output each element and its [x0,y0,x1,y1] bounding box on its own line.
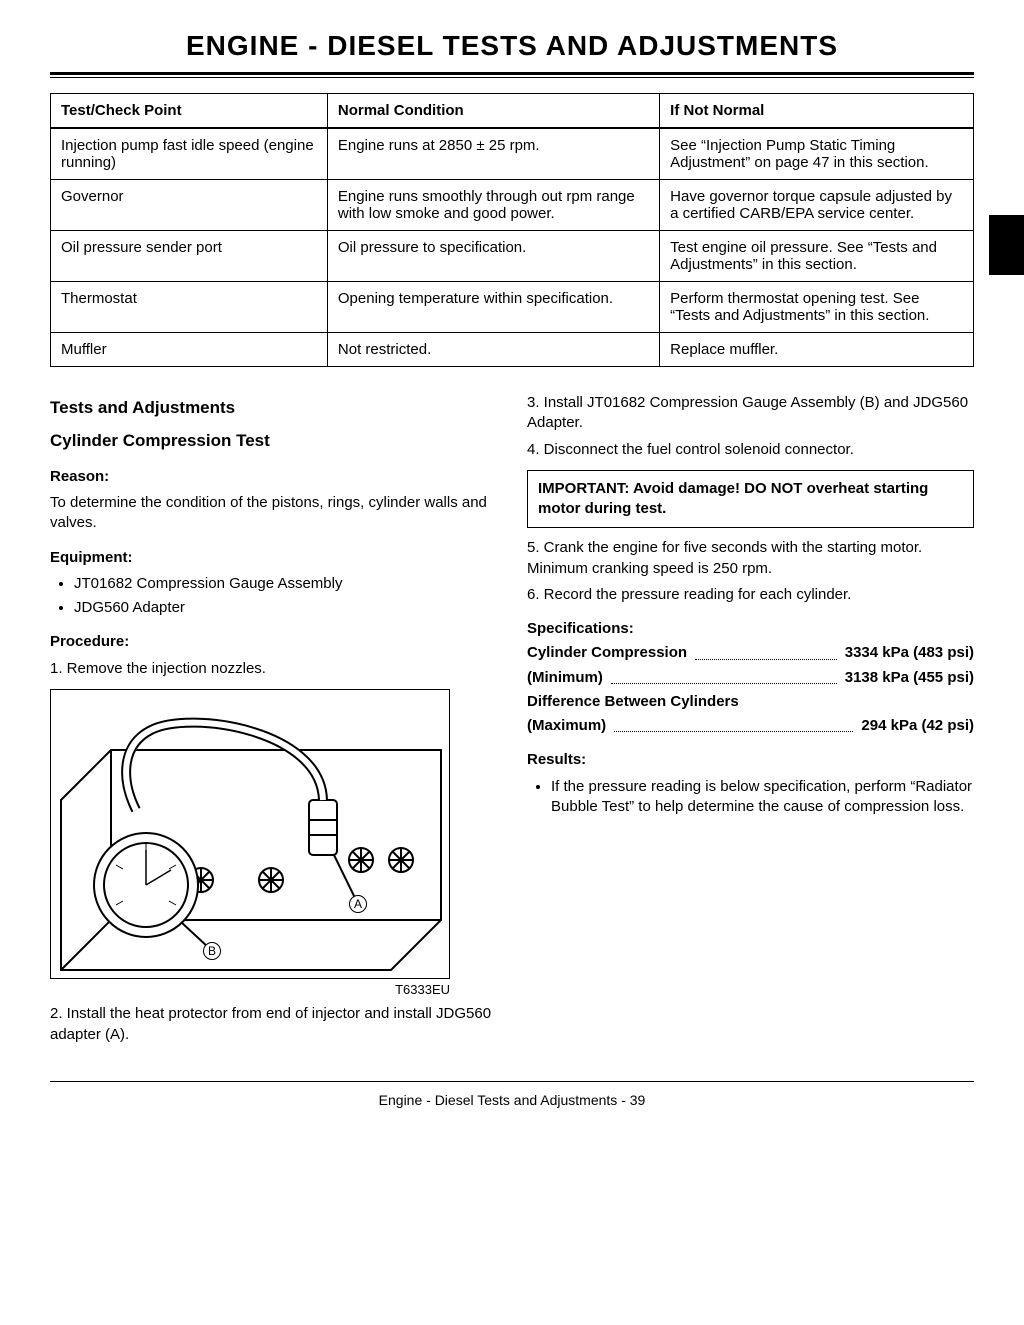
sub-heading: Specifications: [527,619,974,639]
step: 2. Install the heat protector from end o… [50,1004,497,1045]
equipment-list: JT01682 Compression Gauge Assembly JDG56… [50,574,497,619]
footer: Engine - Diesel Tests and Adjustments - … [50,1081,974,1108]
table-row: Thermostat Opening temperature within sp… [51,282,974,333]
figure-callout-a: A [349,895,367,913]
sub-heading: Results: [527,750,974,770]
leader-dots [614,712,853,732]
header-rule [50,72,974,78]
important-note: IMPORTANT: Avoid damage! DO NOT overheat… [527,470,974,529]
spec-line: Cylinder Compression 3334 kPa (483 psi) [527,643,974,663]
cell: Thermostat [51,282,328,333]
page-title: ENGINE - DIESEL TESTS AND ADJUSTMENTS [50,30,974,72]
left-column: Tests and Adjustments Cylinder Compressi… [50,387,497,1051]
list-item: JDG560 Adapter [74,598,497,618]
cell: Perform thermostat opening test. See “Te… [660,282,974,333]
step: 6. Record the pressure reading for each … [527,585,974,605]
spec-value: 294 kPa (42 psi) [861,716,974,736]
cell: Replace muffler. [660,333,974,367]
check-table: Test/Check Point Normal Condition If Not… [50,93,974,367]
step: 5. Crank the engine for five seconds wit… [527,538,974,579]
spec-label: (Minimum) [527,668,603,688]
list-item: If the pressure reading is below specifi… [551,777,974,818]
leader-dots [695,639,837,659]
sub-heading: Procedure: [50,632,497,652]
spec-label-multiline: Difference Between Cylinders [527,692,974,712]
cell: Engine runs smoothly through out rpm ran… [327,180,659,231]
cell: Test engine oil pressure. See “Tests and… [660,231,974,282]
cell: Governor [51,180,328,231]
figure-caption: T6333EU [50,981,450,999]
spec-label: (Maximum) [527,716,606,736]
two-column-body: Tests and Adjustments Cylinder Compressi… [50,387,974,1051]
col-header: Test/Check Point [51,94,328,129]
spec-value: 3138 kPa (455 psi) [845,668,974,688]
cell: Opening temperature within specification… [327,282,659,333]
gauge-illustration-icon [51,690,450,979]
important-lead: IMPORTANT: Avoid damage! [538,480,740,497]
spec-line: (Maximum) 294 kPa (42 psi) [527,716,974,736]
paragraph: To determine the condition of the piston… [50,493,497,534]
table-row: Injection pump fast idle speed (engine r… [51,128,974,180]
table-row: Muffler Not restricted. Replace muffler. [51,333,974,367]
cell: Oil pressure sender port [51,231,328,282]
cell: Engine runs at 2850 ± 25 rpm. [327,128,659,180]
sub-heading: Reason: [50,467,497,487]
cell: Have governor torque capsule adjusted by… [660,180,974,231]
results-list: If the pressure reading is below specifi… [527,777,974,818]
step: 3. Install JT01682 Compression Gauge Ass… [527,393,974,434]
list-item: JT01682 Compression Gauge Assembly [74,574,497,594]
figure-callout-b: B [203,942,221,960]
right-column: 3. Install JT01682 Compression Gauge Ass… [527,387,974,1051]
table-row: Governor Engine runs smoothly through ou… [51,180,974,231]
cell: Not restricted. [327,333,659,367]
cell: Oil pressure to specification. [327,231,659,282]
spec-value: 3334 kPa (483 psi) [845,643,974,663]
step: 4. Disconnect the fuel control solenoid … [527,440,974,460]
page-tab-marker [989,215,1024,275]
spec-label: Cylinder Compression [527,643,687,663]
leader-dots [611,664,837,684]
sub-heading: Equipment: [50,548,497,568]
table-header-row: Test/Check Point Normal Condition If Not… [51,94,974,129]
col-header: Normal Condition [327,94,659,129]
figure-compression-gauge: A B [50,689,450,979]
spec-line: (Minimum) 3138 kPa (455 psi) [527,668,974,688]
section-heading: Cylinder Compression Test [50,430,497,453]
col-header: If Not Normal [660,94,974,129]
footer-text: Engine - Diesel Tests and Adjustments - … [379,1092,646,1108]
cell: Injection pump fast idle speed (engine r… [51,128,328,180]
table-row: Oil pressure sender port Oil pressure to… [51,231,974,282]
cell: See “Injection Pump Static Timing Adjust… [660,128,974,180]
section-heading: Tests and Adjustments [50,397,497,420]
page: ENGINE - DIESEL TESTS AND ADJUSTMENTS Te… [0,0,1024,1128]
cell: Muffler [51,333,328,367]
step: 1. Remove the injection nozzles. [50,659,497,679]
